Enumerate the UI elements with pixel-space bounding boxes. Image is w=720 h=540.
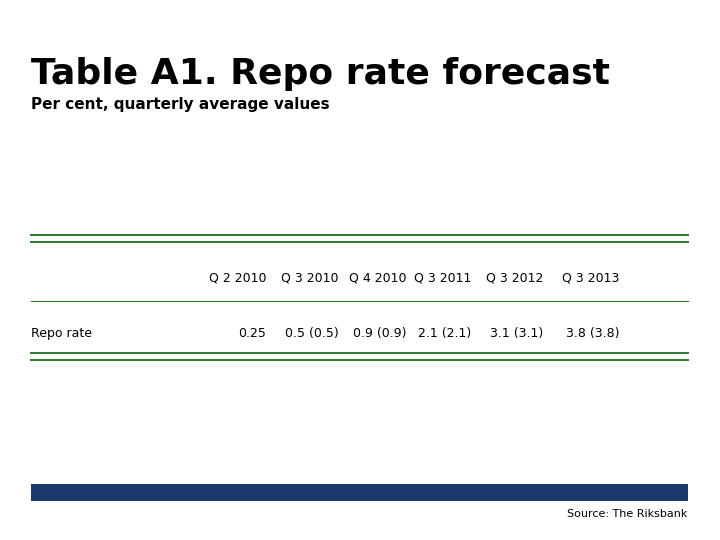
Text: 0.25: 0.25 <box>238 327 266 340</box>
Text: 0.5 (0.5): 0.5 (0.5) <box>284 327 338 340</box>
Text: Q 2 2010: Q 2 2010 <box>209 272 266 285</box>
Text: SVERIGES
RIKSBANK: SVERIGES RIKSBANK <box>643 78 683 92</box>
Text: Repo rate: Repo rate <box>31 327 92 340</box>
Text: 3.1 (3.1): 3.1 (3.1) <box>490 327 544 340</box>
Text: Q 4 2010: Q 4 2010 <box>349 272 407 285</box>
Text: Table A1. Repo rate forecast: Table A1. Repo rate forecast <box>31 57 610 91</box>
Text: 0.9 (0.9): 0.9 (0.9) <box>354 327 407 340</box>
Text: Q 3 2012: Q 3 2012 <box>486 272 544 285</box>
Text: Per cent, quarterly average values: Per cent, quarterly average values <box>31 97 330 112</box>
Text: Q 3 2011: Q 3 2011 <box>414 272 472 285</box>
Bar <box>31 484 688 501</box>
Text: Q 3 2013: Q 3 2013 <box>562 272 619 285</box>
Text: 3.8 (3.8): 3.8 (3.8) <box>566 327 619 340</box>
Text: 2.1 (2.1): 2.1 (2.1) <box>418 327 472 340</box>
Text: Q 3 2010: Q 3 2010 <box>281 272 338 285</box>
Text: Source: The Riksbank: Source: The Riksbank <box>567 509 688 519</box>
Text: ✿: ✿ <box>654 37 672 57</box>
